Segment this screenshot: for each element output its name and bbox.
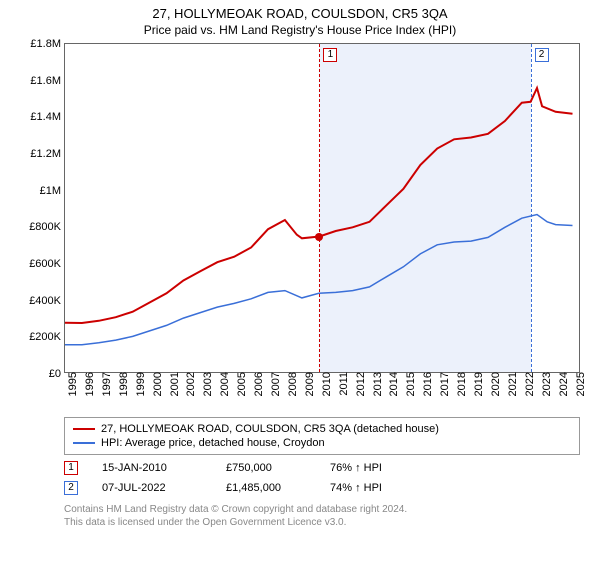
y-tick: £1.4M: [30, 111, 65, 123]
x-tick: 2000: [150, 372, 164, 396]
footer: Contains HM Land Registry data © Crown c…: [64, 503, 580, 529]
x-tick: 2020: [488, 372, 502, 396]
sale-dot-1: [315, 233, 323, 241]
x-tick: 2010: [319, 372, 333, 396]
marker-box-1: 1: [323, 48, 337, 62]
legend-item-property: 27, HOLLYMEOAK ROAD, COULSDON, CR5 3QA (…: [73, 422, 571, 436]
x-tick: 2011: [336, 372, 350, 396]
footer-line-1: Contains HM Land Registry data © Crown c…: [64, 503, 580, 516]
x-tick: 2015: [403, 372, 417, 396]
x-tick: 1998: [116, 372, 130, 396]
x-tick: 2005: [234, 372, 248, 396]
x-tick: 2017: [437, 372, 451, 396]
footer-line-2: This data is licensed under the Open Gov…: [64, 516, 580, 529]
x-tick: 2025: [573, 372, 587, 396]
sale-hpi-2: 74% ↑ HPI: [330, 482, 382, 494]
chart-title: 27, HOLLYMEOAK ROAD, COULSDON, CR5 3QA: [0, 6, 600, 21]
x-tick: 2018: [454, 372, 468, 396]
x-tick: 2006: [251, 372, 265, 396]
sale-price-1: £750,000: [226, 462, 306, 474]
series-property-line: [65, 88, 573, 323]
x-tick: 2019: [471, 372, 485, 396]
x-tick: 1997: [99, 372, 113, 396]
y-tick: £1.2M: [30, 148, 65, 160]
sale-row-1: 1 15-JAN-2010 £750,000 76% ↑ HPI: [64, 461, 580, 475]
chart-area: 1 2 £0£200K£400K£600K£800K£1M£1.2M£1.4M£…: [20, 43, 580, 373]
chart-lines: [65, 44, 579, 372]
x-tick: 1995: [65, 372, 79, 396]
y-tick: £0: [49, 368, 65, 380]
x-tick: 2004: [217, 372, 231, 396]
y-tick: £1.8M: [30, 38, 65, 50]
y-tick: £1M: [40, 185, 65, 197]
sale-date-1: 15-JAN-2010: [102, 462, 202, 474]
y-tick: £800K: [29, 221, 65, 233]
legend-label-hpi: HPI: Average price, detached house, Croy…: [101, 437, 325, 449]
sale-marker-1: 1: [64, 461, 78, 475]
legend-swatch-property: [73, 428, 95, 430]
x-tick: 1996: [82, 372, 96, 396]
x-tick: 2002: [183, 372, 197, 396]
legend-swatch-hpi: [73, 442, 95, 444]
x-tick: 2013: [370, 372, 384, 396]
legend-item-hpi: HPI: Average price, detached house, Croy…: [73, 436, 571, 450]
y-tick: £400K: [29, 295, 65, 307]
y-tick: £600K: [29, 258, 65, 270]
x-tick: 2003: [200, 372, 214, 396]
legend-label-property: 27, HOLLYMEOAK ROAD, COULSDON, CR5 3QA (…: [101, 423, 439, 435]
sale-date-2: 07-JUL-2022: [102, 482, 202, 494]
chart-subtitle: Price paid vs. HM Land Registry's House …: [0, 23, 600, 37]
x-tick: 2022: [522, 372, 536, 396]
x-tick: 2014: [386, 372, 400, 396]
sale-hpi-1: 76% ↑ HPI: [330, 462, 382, 474]
x-tick: 2024: [556, 372, 570, 396]
x-tick: 2023: [539, 372, 553, 396]
sale-price-2: £1,485,000: [226, 482, 306, 494]
x-tick: 2009: [302, 372, 316, 396]
x-tick: 2007: [268, 372, 282, 396]
sale-marker-2: 2: [64, 481, 78, 495]
chart-container: 27, HOLLYMEOAK ROAD, COULSDON, CR5 3QA P…: [0, 6, 600, 566]
legend: 27, HOLLYMEOAK ROAD, COULSDON, CR5 3QA (…: [64, 417, 580, 455]
x-tick: 2021: [505, 372, 519, 396]
x-tick: 2016: [420, 372, 434, 396]
x-tick: 2012: [353, 372, 367, 396]
marker-box-2: 2: [535, 48, 549, 62]
x-tick: 1999: [133, 372, 147, 396]
plot-area: 1 2 £0£200K£400K£600K£800K£1M£1.2M£1.4M£…: [64, 43, 580, 373]
x-tick: 2001: [167, 372, 181, 396]
x-tick: 2008: [285, 372, 299, 396]
y-tick: £200K: [29, 331, 65, 343]
y-tick: £1.6M: [30, 75, 65, 87]
sale-row-2: 2 07-JUL-2022 £1,485,000 74% ↑ HPI: [64, 481, 580, 495]
